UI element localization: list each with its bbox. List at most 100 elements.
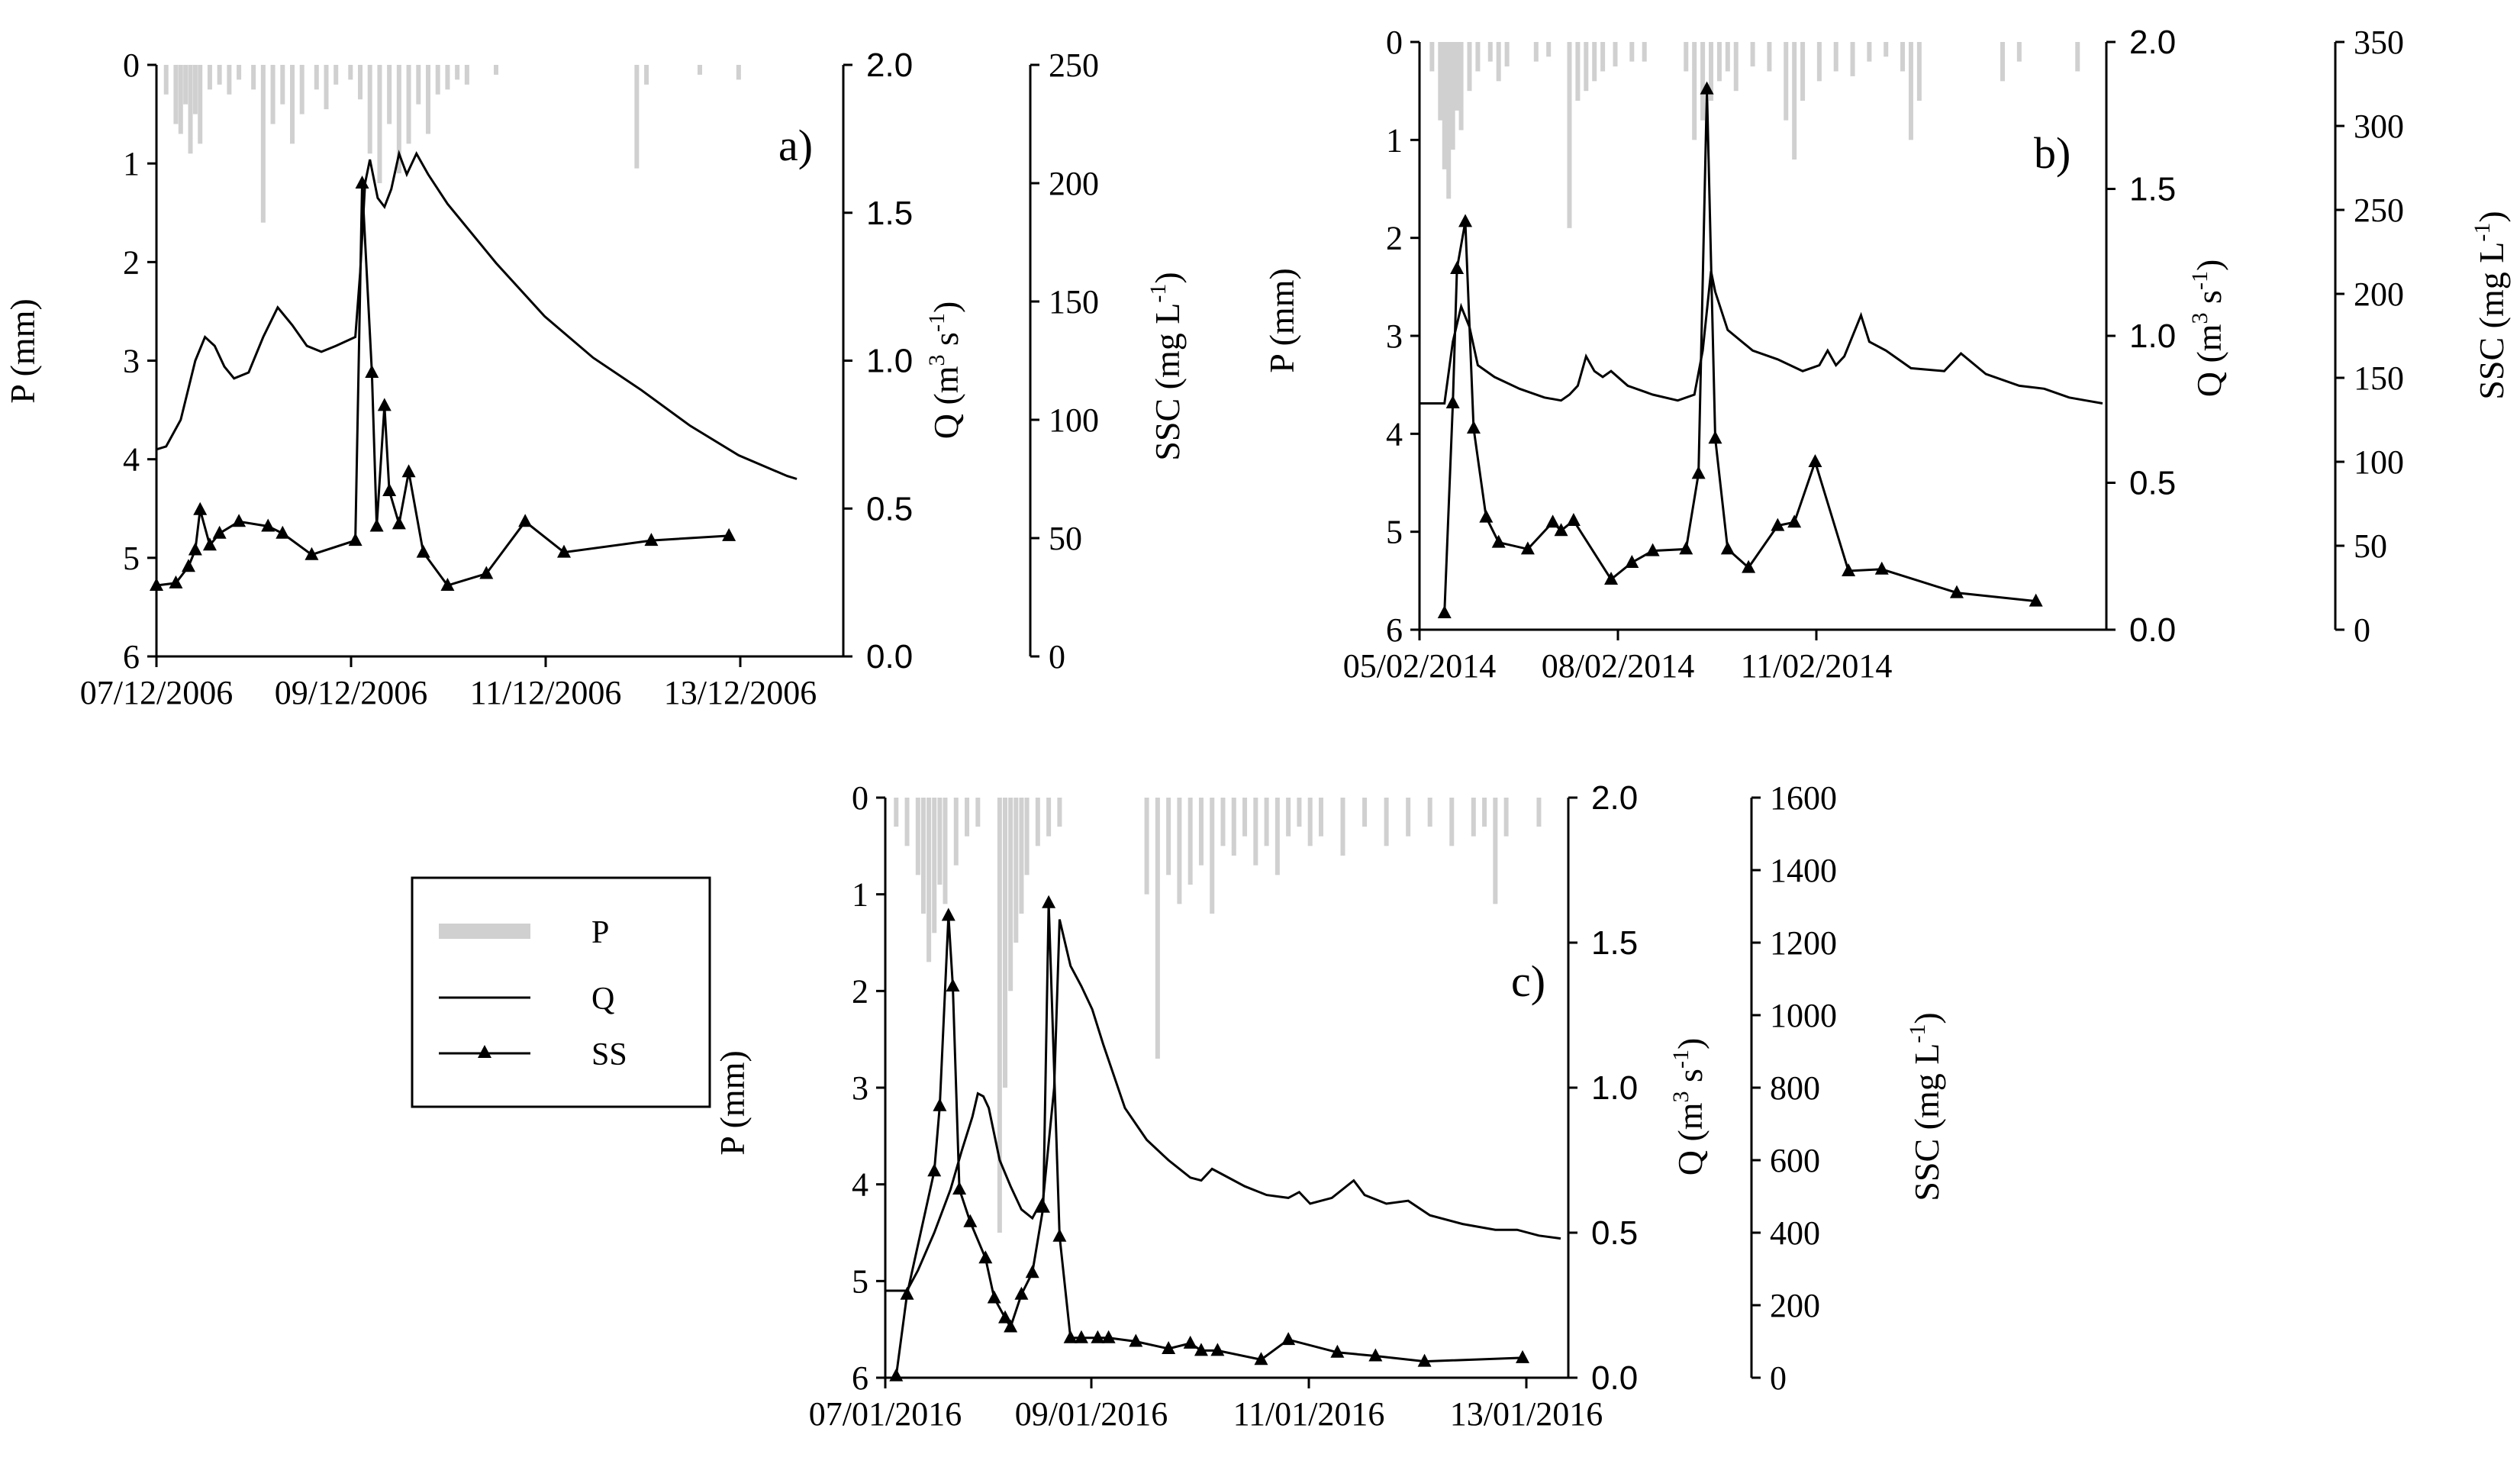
p-axis-tick-label: 5 (1386, 514, 1403, 551)
precip-bar (1475, 42, 1481, 72)
p-axis-tick-label: 3 (123, 343, 140, 380)
q-axis-tick-label: 0.5 (2129, 465, 2176, 502)
precip-bar (173, 65, 179, 124)
ssc-marker (1554, 523, 1568, 537)
precip-bar (1504, 42, 1510, 67)
p-axis-tick-label: 1 (852, 876, 868, 914)
panel-c-ssc-axis: 0 200 400 600 800 1000 1200 1400 1600 (1750, 779, 1837, 1397)
precip-bar (1575, 42, 1581, 101)
precip-bar (634, 65, 640, 169)
precip-bar (1340, 798, 1345, 856)
p-axis-tick-label: 3 (1386, 318, 1403, 355)
ssc-marker (416, 544, 430, 558)
ssc-marker (169, 575, 183, 588)
precip-bar (644, 65, 649, 85)
ssc-axis-tick-label: 0 (1049, 638, 1065, 676)
precip-bar (1362, 798, 1368, 827)
ssc-marker (1604, 572, 1619, 585)
precip-bar (464, 65, 469, 85)
ssc-marker (1679, 541, 1693, 555)
ssc-marker (2029, 593, 2043, 607)
p-axis-tick-label: 4 (852, 1166, 868, 1204)
ssc-axis-tick-label: 1200 (1770, 924, 1837, 962)
panel-b-x-axis: 05/02/2014 08/02/2014 11/02/2014 (1343, 628, 2110, 685)
precip-bar (377, 65, 382, 183)
p-axis-tick-label: 5 (123, 540, 140, 577)
precip-bar (1584, 42, 1589, 92)
q-axis-tick-label: 0.5 (866, 490, 913, 527)
precip-bar (1767, 42, 1772, 72)
precip-bar (1867, 42, 1872, 62)
precip-bar (358, 65, 363, 100)
panel-a-ssc-axis-label: SSC (mg L-1) (1146, 272, 1187, 460)
precip-bar (1008, 798, 1013, 992)
panel-c-ssc-axis-label: SSC (mg L-1) (1905, 1012, 1946, 1201)
precip-bar (178, 65, 183, 134)
precip-bar (1297, 798, 1302, 827)
precip-bar (1800, 42, 1806, 101)
ssc-marker (1516, 1349, 1530, 1363)
ssc-marker (1625, 555, 1639, 568)
precip-bar (198, 65, 203, 144)
ssc-marker (557, 544, 571, 558)
ssc-axis-tick-label: 0 (1770, 1359, 1787, 1397)
precip-bar (445, 65, 450, 90)
precip-bar (2016, 42, 2022, 62)
precip-bar (1884, 42, 1889, 57)
ssc-marker (181, 559, 195, 572)
q-axis-tick-label: 1.0 (866, 343, 913, 380)
ssc-marker (1025, 1265, 1039, 1278)
ssc-marker (1545, 514, 1560, 528)
p-axis-tick-label: 4 (1386, 415, 1403, 453)
precip-bar (943, 798, 948, 904)
panel-a-ssc-axis: 0 50 100 150 200 250 (1029, 47, 1099, 676)
ssc-marker (1708, 430, 1722, 444)
precip-bar (192, 65, 198, 114)
precip-bar (1242, 798, 1248, 837)
ssc-axis-tick-label: 50 (2354, 527, 2387, 565)
panel-c-p-axis-label: P (mm) (713, 1050, 752, 1156)
ssc-marker (382, 483, 397, 496)
precip-bar (396, 65, 401, 174)
precip-bar (1533, 42, 1539, 62)
ssc-marker (440, 578, 455, 591)
ssc-axis-tick-label: 800 (1770, 1069, 1820, 1107)
panel-b-ssc-markers (1437, 81, 2043, 618)
ssc-marker (401, 464, 416, 478)
legend-p-swatch (439, 924, 530, 939)
ssc-marker (1566, 513, 1581, 526)
ssc-axis-tick-label: 200 (2354, 276, 2404, 313)
x-axis-tick-label: 11/12/2006 (470, 674, 622, 711)
ssc-marker (365, 365, 379, 378)
precip-bar (736, 65, 741, 80)
ssc-marker (1437, 605, 1452, 618)
precip-bar (1700, 42, 1706, 121)
ssc-marker (1194, 1343, 1208, 1356)
legend-p-label: P (591, 915, 609, 950)
ssc-marker (1458, 214, 1473, 227)
p-axis-tick-label: 0 (1386, 24, 1403, 61)
precip-bar (1019, 798, 1024, 914)
precip-bar (1642, 42, 1647, 62)
precip-bar (1900, 42, 1906, 72)
ssc-axis-tick-label: 600 (1770, 1142, 1820, 1179)
ssc-marker (941, 908, 955, 921)
precip-bar (163, 65, 169, 95)
ssc-marker (1842, 563, 1856, 576)
ssc-marker (927, 1163, 942, 1177)
ssc-marker (1004, 1319, 1018, 1333)
q-axis-tick-label: 0.5 (1591, 1214, 1638, 1252)
precip-bar (1035, 798, 1040, 846)
precip-bar (1733, 42, 1739, 92)
ssc-marker (1491, 534, 1506, 548)
ssc-marker (305, 547, 319, 560)
ssc-marker (1445, 395, 1460, 408)
precip-bar (494, 65, 498, 75)
ssc-marker (1254, 1352, 1268, 1366)
precip-bar (1592, 42, 1597, 82)
ssc-axis-tick-label: 1600 (1770, 779, 1837, 817)
p-axis-tick-label: 2 (123, 243, 140, 281)
q-axis-tick-label: 1.5 (2129, 171, 2176, 208)
precip-bar (1318, 798, 1323, 837)
ssc-marker (188, 542, 202, 556)
